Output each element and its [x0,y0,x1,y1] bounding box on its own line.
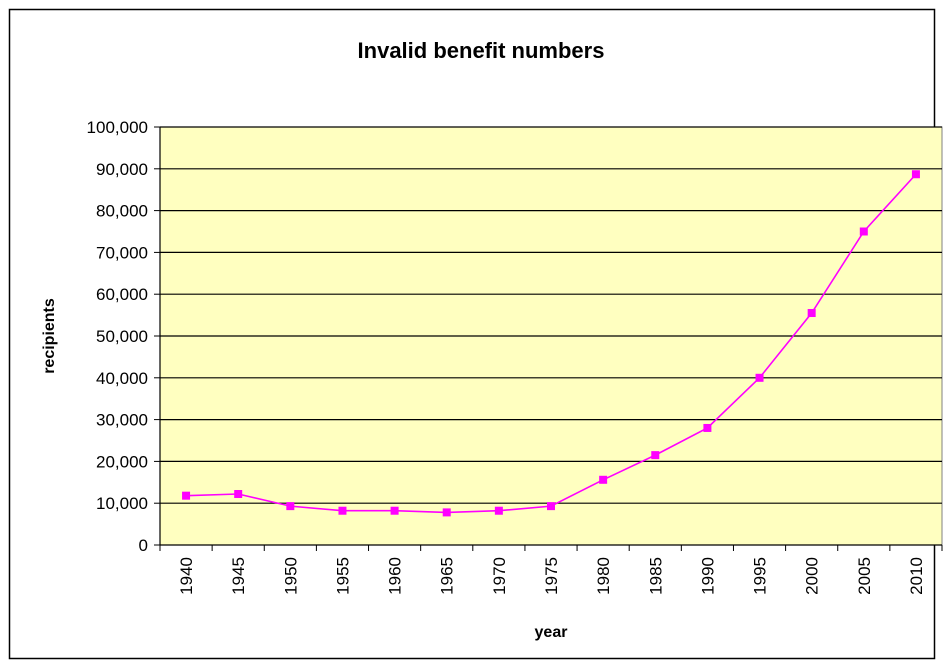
x-tick-label: 1975 [542,557,561,595]
y-tick-label: 30,000 [96,411,148,430]
data-point [807,309,816,318]
axes [159,127,943,551]
y-tick-label: 60,000 [96,285,148,304]
series-layer [182,170,920,517]
y-tick-label: 80,000 [96,202,148,221]
x-tick-label: 1995 [751,557,770,595]
y-tick-label: 90,000 [96,160,148,179]
y-tick-labels: 0 10,000 20,000 30,000 40,000 50,000 60,000 70,… [87,118,148,555]
x-tick-label: 1960 [386,557,405,595]
data-point [859,227,868,236]
x-tick-label: 1945 [229,557,248,595]
data-point [442,508,451,517]
y-tick-label: 100,000 [87,118,148,137]
x-tick-label: 2010 [907,557,926,595]
x-tick-label: 1965 [438,557,457,595]
x-tick-label: 1955 [333,557,352,595]
y-tick-label: 50,000 [96,327,148,346]
data-point [651,451,660,460]
x-tick-labels: 1940 1945 1950 1955 1960 1965 1970 1975 1980 1985… [177,557,926,595]
x-tick-label: 2005 [855,557,874,595]
x-tick-label: 1940 [177,557,196,595]
x-tick-label: 1970 [490,557,509,595]
y-axis-label: recipients [41,298,58,374]
y-tick-label: 70,000 [96,243,148,262]
y-tick-label: 10,000 [96,494,148,513]
data-point [599,475,608,484]
y-tick-label: 20,000 [96,452,148,471]
data-point [234,490,243,499]
data-point [494,506,503,515]
x-tick-label: 1950 [281,557,300,595]
data-point [547,502,555,511]
x-tick-label: 1980 [594,557,613,595]
data-point [182,491,191,500]
data-point [755,373,764,382]
data-point [286,502,295,511]
data-point [911,170,920,179]
x-axis-label: year [535,624,568,641]
y-tick-label: 40,000 [96,369,148,388]
x-tick-label: 1990 [698,557,717,595]
data-point [338,506,347,515]
data-point [390,506,399,515]
chart-title: Invalid benefit numbers [358,38,605,63]
x-tick-label: 1985 [646,557,665,595]
data-point [703,423,712,432]
y-tick-label: 0 [139,536,148,555]
x-tick-label: 2000 [803,557,822,595]
